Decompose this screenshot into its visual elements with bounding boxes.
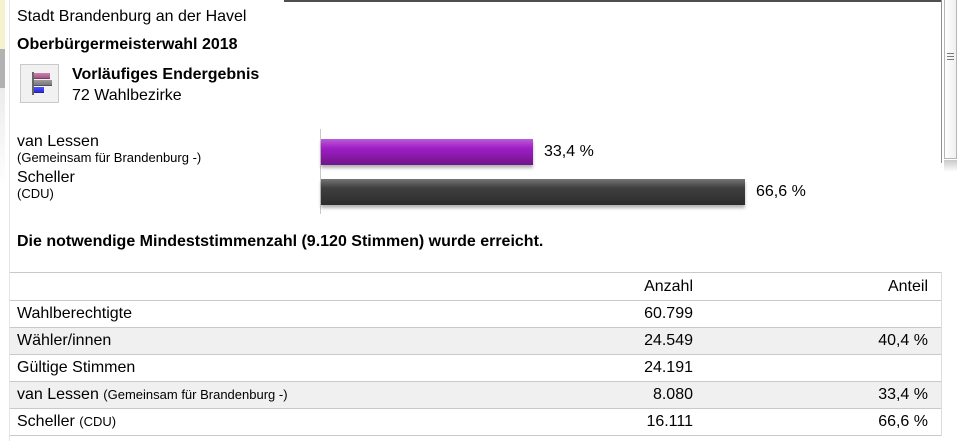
left-edge-yellow-strip	[0, 0, 5, 49]
bar-chart-icon	[32, 72, 34, 95]
column-header-anteil: Anteil	[887, 278, 928, 295]
table-row-van-lessen: van Lessen (Gemeinsam für Brandenburg -)…	[10, 382, 941, 409]
bar-van-lessen	[321, 139, 533, 165]
chart-category-scheller-party: (CDU)	[17, 186, 54, 201]
table-row-scheller: Scheller (CDU) 16.111 66,6 %	[10, 409, 941, 436]
column-header-anzahl: Anzahl	[644, 278, 693, 295]
chart-category-scheller: Scheller	[17, 169, 75, 186]
bar-chart-icon-gray-bar	[34, 80, 52, 86]
grip-lines-icon	[947, 53, 954, 61]
bar-scheller	[321, 179, 745, 205]
result-status-subtitle: 72 Wahlbezirke	[72, 87, 182, 104]
row-label: Wahlberechtigte	[17, 305, 133, 322]
row-anteil: 40,4 %	[878, 332, 928, 349]
table-row-gueltige-stimmen: Gültige Stimmen 24.191	[10, 355, 941, 382]
bar-chart-icon-blue-bar	[34, 87, 44, 93]
top-rule-line	[284, 0, 941, 2]
content-right-border	[941, 0, 942, 163]
threshold-note: Die notwendige Mindeststimmenzahl (9.120…	[17, 233, 544, 250]
table-header-row: Anzahl Anteil	[10, 272, 941, 301]
table-row-waehler: Wähler/innen 24.549 40,4 %	[10, 328, 941, 355]
election-title: Oberbürgermeisterwahl 2018	[17, 36, 238, 53]
result-icon-box	[20, 64, 59, 103]
row-anzahl: 24.191	[644, 359, 693, 376]
row-anteil: 66,6 %	[878, 413, 928, 430]
region-title: Stadt Brandenburg an der Havel	[17, 8, 247, 25]
candidate-name: van Lessen	[17, 386, 99, 403]
row-anzahl: 16.111	[646, 413, 693, 430]
candidate-name: Scheller	[17, 413, 75, 430]
results-table: Anzahl Anteil Wahlberechtigte 60.799 Wäh…	[10, 272, 942, 436]
table-row-wahlberechtigte: Wahlberechtigte 60.799	[10, 301, 941, 328]
vertical-scrollbar-thumb[interactable]	[944, 0, 957, 159]
candidate-party: (Gemeinsam für Brandenburg -)	[103, 387, 288, 402]
left-divider-line	[9, 0, 10, 441]
candidate-party: (CDU)	[79, 414, 117, 429]
left-edge-scrollbar-fragment	[0, 49, 5, 88]
scrollbar-thumb-shadow	[944, 160, 957, 172]
bar-chart-icon-pink-bar	[34, 73, 50, 79]
bar-value-van-lessen: 33,4 %	[544, 143, 594, 160]
row-anzahl: 8.080	[652, 386, 693, 403]
bar-value-scheller: 66,6 %	[756, 183, 806, 200]
row-anzahl: 60.799	[644, 305, 693, 322]
row-anzahl: 24.549	[644, 332, 693, 349]
chart-category-van-lessen: van Lessen	[17, 133, 99, 150]
chart-baseline-axis	[320, 129, 321, 214]
row-label: Wähler/innen	[17, 332, 112, 349]
row-label: van Lessen (Gemeinsam für Brandenburg -)	[17, 382, 288, 408]
result-status-title: Vorläufiges Endergebnis	[72, 66, 260, 83]
left-edge-track-strip	[0, 88, 5, 188]
chart-category-van-lessen-party: (Gemeinsam für Brandenburg -)	[17, 150, 202, 165]
row-label: Gültige Stimmen	[17, 359, 136, 376]
row-anteil: 33,4 %	[878, 386, 928, 403]
row-label: Scheller (CDU)	[17, 409, 116, 435]
